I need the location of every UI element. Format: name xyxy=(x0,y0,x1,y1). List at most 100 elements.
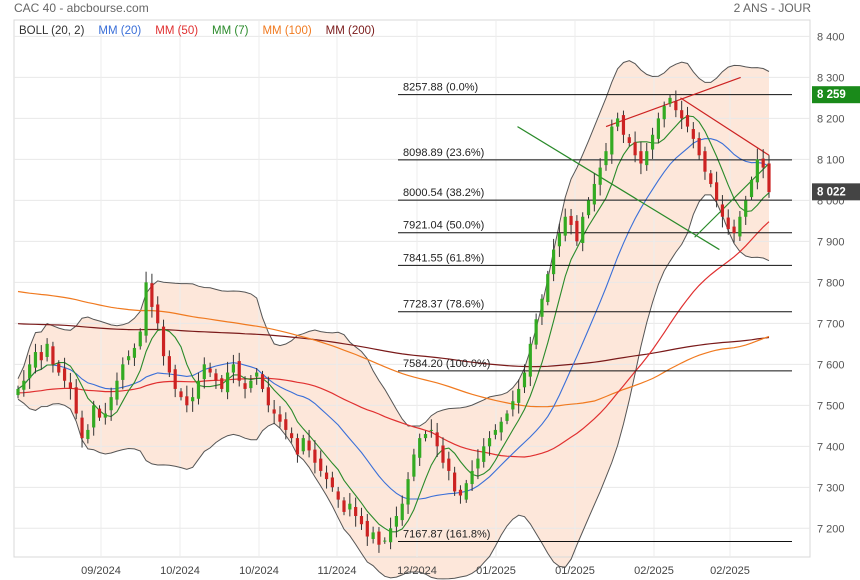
candle-body xyxy=(575,220,579,242)
candle-body xyxy=(208,368,212,373)
candle-body xyxy=(161,326,166,357)
candle-body xyxy=(388,528,393,543)
candle-body xyxy=(691,129,695,139)
trendline xyxy=(605,76,741,128)
chart-period: 2 ANS - JOUR xyxy=(733,1,811,15)
candle-body xyxy=(144,282,148,336)
y-tick-label: 7 400 xyxy=(817,441,845,453)
candle-body xyxy=(662,106,666,120)
x-tick-label: 09/2024 xyxy=(81,565,121,577)
chart-title: CAC 40 - abcbourse.com xyxy=(14,1,149,15)
candle-body xyxy=(482,446,486,462)
candle-body xyxy=(546,274,550,303)
y-tick-label: 7 500 xyxy=(817,400,845,412)
candle-body xyxy=(80,417,84,439)
y-tick-label: 8 200 xyxy=(817,113,845,125)
candle-body xyxy=(680,110,684,119)
y-tick-label: 7 900 xyxy=(817,236,845,248)
candle-body xyxy=(377,531,381,545)
candle-body xyxy=(400,503,404,521)
candle-body xyxy=(435,432,439,447)
candle-body xyxy=(278,414,282,422)
candle-body xyxy=(412,454,416,477)
trendline xyxy=(680,97,770,156)
candle-body xyxy=(627,137,631,143)
ma50-line xyxy=(17,221,770,458)
candle-body xyxy=(324,472,329,480)
candle-body xyxy=(33,352,38,368)
bollinger-band-fill xyxy=(18,60,769,579)
candle-body xyxy=(45,343,49,357)
price-badge-label: 8 022 xyxy=(817,186,846,198)
candle-body xyxy=(86,429,90,439)
axes: 7 200 7 300 7 400 7 500 7 600 7 700 7 800 7 900… xyxy=(81,31,860,577)
candle-body xyxy=(115,380,119,400)
candle-body xyxy=(505,413,509,421)
candle-body xyxy=(295,438,300,455)
bollinger-lower xyxy=(17,194,770,580)
y-tick-label: 7 700 xyxy=(817,318,845,330)
candle-body xyxy=(167,356,171,373)
candle-body xyxy=(179,391,183,398)
candle-body xyxy=(319,458,323,471)
candle-body xyxy=(237,361,241,381)
price-badge xyxy=(812,86,860,104)
candle-body xyxy=(639,151,643,164)
candle-body xyxy=(272,409,276,414)
candle-body xyxy=(720,204,725,217)
y-tick-label: 8 100 xyxy=(817,154,845,166)
candle-body xyxy=(458,489,463,496)
candle-body xyxy=(260,374,265,389)
candle-body xyxy=(39,352,43,361)
candle-body xyxy=(441,445,445,463)
candle-body xyxy=(470,470,474,485)
candle-body xyxy=(92,405,96,428)
fibonacci-levels: 8257.88 (0.0%) 8098.89 (23.6%) 8000.54 (38… xyxy=(398,82,792,542)
candle-body xyxy=(685,115,690,127)
candle-body xyxy=(476,458,480,469)
x-tick-label: 10/2024 xyxy=(239,565,279,577)
candle-body xyxy=(249,380,253,389)
y-tick-label: 8 400 xyxy=(817,31,845,43)
price-badge xyxy=(812,183,860,201)
candle-body xyxy=(650,134,655,150)
candles xyxy=(16,90,771,553)
candle-body xyxy=(255,372,259,377)
candle-body xyxy=(22,380,26,390)
x-tick-label: 02/2025 xyxy=(710,565,750,577)
legend-item: MM (20) xyxy=(98,25,141,37)
candle-body xyxy=(330,477,334,488)
candle-body xyxy=(284,419,288,430)
candle-body xyxy=(185,396,189,406)
candle-body xyxy=(569,215,573,225)
candle-body xyxy=(62,368,67,381)
candle-body xyxy=(301,438,305,452)
candle-body xyxy=(348,503,352,510)
candle-body xyxy=(557,233,562,247)
candle-body xyxy=(342,500,346,512)
candle-body xyxy=(156,304,160,324)
y-tick-label: 7 600 xyxy=(817,359,845,371)
x-tick-label: 02/2025 xyxy=(634,565,674,577)
candle-body xyxy=(581,216,585,243)
legend-item: BOLL (20, 2) xyxy=(19,25,85,37)
candle-body xyxy=(616,118,620,127)
candle-body xyxy=(225,372,230,393)
candle-body xyxy=(359,516,364,525)
candle-body xyxy=(196,380,201,399)
candle-body xyxy=(429,429,433,431)
candle-body xyxy=(621,115,626,135)
candle-body xyxy=(447,458,451,471)
plot-frame xyxy=(13,19,811,558)
candle-body xyxy=(220,378,224,389)
candle-body xyxy=(365,520,369,537)
candle-body xyxy=(423,434,428,439)
candle-body xyxy=(173,369,177,389)
candle-body xyxy=(243,383,247,389)
candle-body xyxy=(551,249,556,275)
candle-body xyxy=(453,472,457,492)
price-badge-label: 8 259 xyxy=(817,89,846,101)
candle-body xyxy=(755,159,759,183)
candle-body xyxy=(290,433,294,439)
